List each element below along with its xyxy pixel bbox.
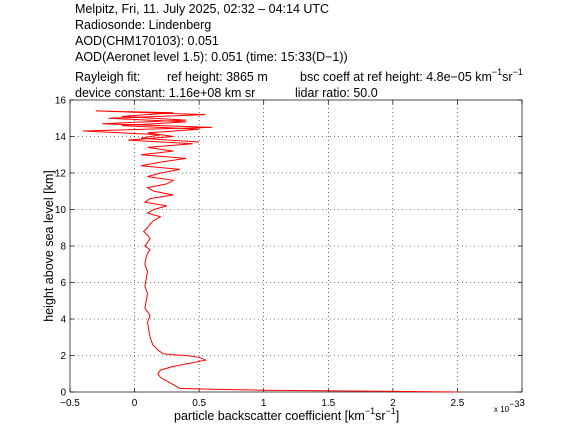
x-tick-labels: −0.5 0 0.5 1 1.5 2 2.5 3	[60, 398, 525, 409]
y-tick-label: 14	[55, 132, 67, 143]
header-radiosonde: Radiosonde: Lindenberg	[75, 18, 212, 32]
chart-header: Melpitz, Fri, 11. July 2025, 02:32 – 04:…	[0, 0, 576, 100]
header-lidar-ratio: lidar ratio: 50.0	[295, 86, 378, 100]
x-tick-label: 1	[261, 398, 267, 409]
y-tick-label: 16	[55, 96, 67, 107]
y-tick-label: 6	[60, 278, 66, 289]
x-axis-multiplier: x 10−3	[494, 399, 520, 414]
x-tick-label: 0	[132, 398, 138, 409]
grid	[70, 100, 522, 392]
backscatter-profile-line	[82, 110, 458, 393]
x-tick-label: 2.5	[450, 398, 464, 409]
y-tick-labels: 0 2 4 6 8 10 12 14 16	[55, 96, 67, 399]
header-location-time: Melpitz, Fri, 11. July 2025, 02:32 – 04:…	[75, 2, 330, 16]
y-tick-label: 12	[55, 169, 67, 180]
header-ref-height: ref height: 3865 m	[167, 70, 268, 84]
header-device-constant: device constant: 1.16e+08 km sr	[75, 86, 256, 100]
header-rayleigh-fit: Rayleigh fit:	[75, 70, 141, 84]
y-tick-label: 10	[55, 205, 67, 216]
x-tick-label: 2	[390, 398, 396, 409]
x-tick-label: −0.5	[60, 398, 80, 409]
y-tick-label: 2	[60, 351, 66, 362]
x-tick-label: 0.5	[192, 398, 206, 409]
x-tick-label: 1.5	[321, 398, 335, 409]
y-tick-label: 8	[60, 242, 66, 253]
header-aod-chm: AOD(CHM170103): 0.051	[75, 34, 219, 48]
x-axis-label: particle backscatter coefficient [km−1sr…	[174, 405, 400, 423]
header-aod-aeronet: AOD(Aeronet level 1.5): 0.051 (time: 15:…	[75, 50, 348, 64]
y-tick-label: 0	[60, 388, 66, 399]
y-tick-label: 4	[60, 315, 66, 326]
axis-ticks	[69, 99, 523, 393]
header-bsc-coeff: bsc coeff at ref height: 4.8e−05 km−1sr−…	[300, 66, 523, 84]
y-axis-label: height above sea level [km]	[42, 170, 56, 321]
x-tick-label: 3	[519, 398, 525, 409]
